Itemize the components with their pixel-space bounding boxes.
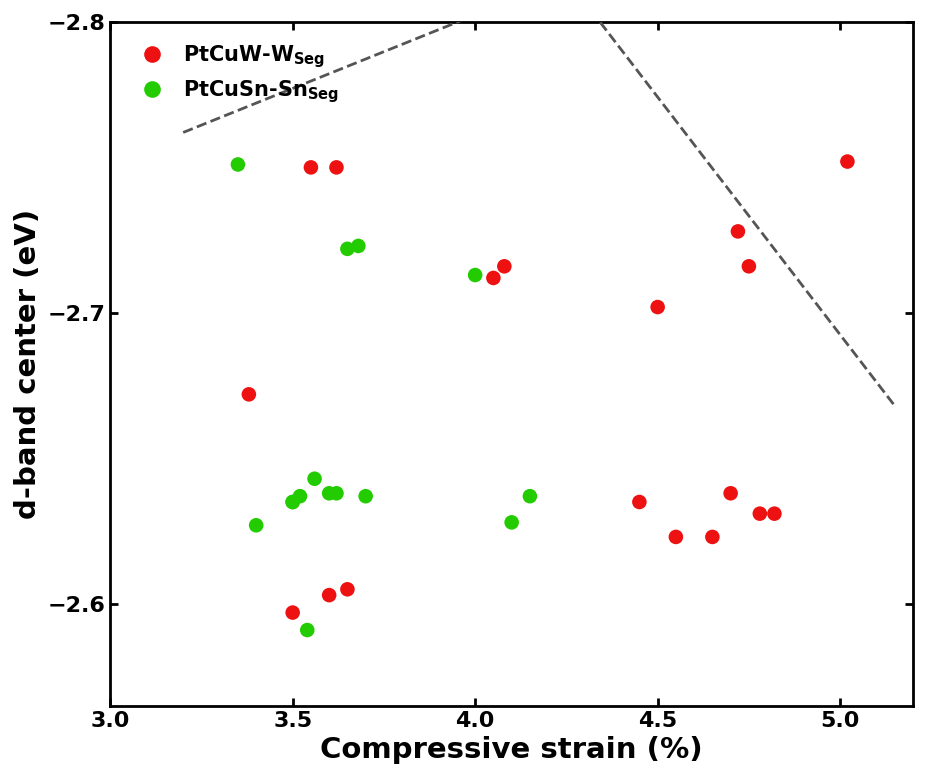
Point [497,260,512,272]
Point [340,583,355,595]
Y-axis label: d-band center (eV): d-band center (eV) [14,209,42,519]
Point [723,487,738,499]
Point [286,496,300,508]
Point [504,516,519,528]
Point [286,606,300,619]
Point [231,158,246,170]
Point [307,472,322,485]
Point [303,161,318,173]
Legend: PtCuW-W$_{\mathbf{Seg}}$, PtCuSn-Sn$_{\mathbf{Seg}}$: PtCuW-W$_{\mathbf{Seg}}$, PtCuSn-Sn$_{\m… [121,33,349,115]
Point [293,490,308,503]
Point [358,490,373,503]
Point [299,624,314,636]
Point [753,507,768,520]
Point [241,388,256,401]
Point [329,487,344,499]
Point [351,240,366,252]
Point [632,496,647,508]
Point [468,269,483,282]
Point [840,156,855,168]
Point [322,487,337,499]
Point [286,496,300,508]
Point [705,531,719,543]
Point [248,519,263,531]
Point [322,589,337,601]
Point [486,272,501,284]
Point [730,225,745,237]
Point [340,243,355,255]
Point [668,531,683,543]
X-axis label: Compressive strain (%): Compressive strain (%) [321,736,703,764]
Point [742,260,756,272]
Point [650,301,665,314]
Point [329,161,344,173]
Point [523,490,538,503]
Point [767,507,781,520]
